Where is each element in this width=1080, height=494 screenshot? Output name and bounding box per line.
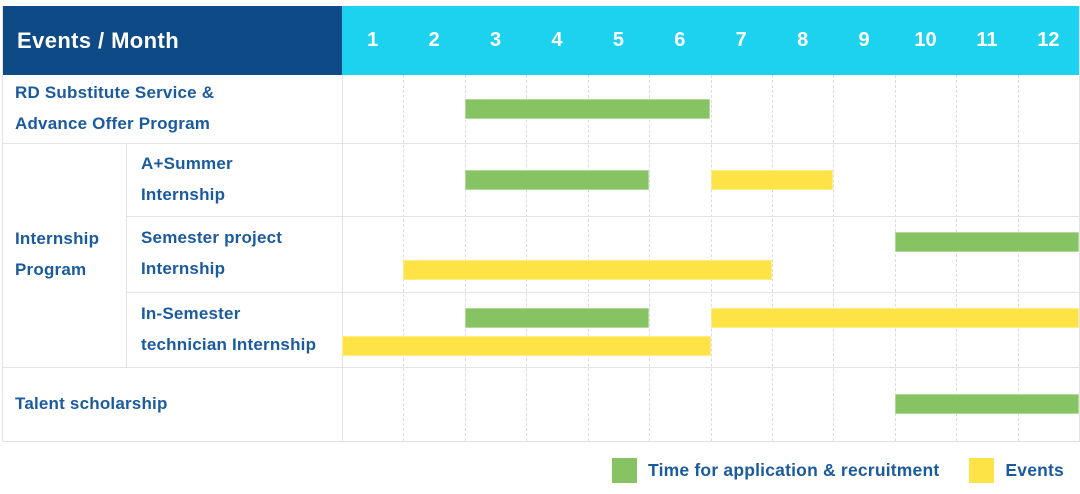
month-gridline — [771, 75, 773, 441]
month-gridline — [526, 75, 528, 441]
month-header-9: 9 — [858, 29, 870, 51]
bar-recruitment — [464, 307, 650, 328]
bar-event — [710, 307, 1079, 328]
month-header-8: 8 — [797, 29, 809, 51]
month-header-1: 1 — [367, 29, 379, 51]
month-gridline — [464, 75, 466, 441]
month-gridline — [1017, 75, 1019, 441]
month-gridline — [956, 75, 958, 441]
legend-label-recruitment: Time for application & recruitment — [648, 459, 940, 480]
bar-event — [403, 260, 772, 280]
bar-recruitment — [464, 99, 711, 119]
row-label: In-Semester technician Internship — [141, 303, 317, 354]
month-header-row: 1 2 3 4 5 6 7 8 9 10 11 12 — [342, 6, 1079, 75]
row-boundary-line — [126, 216, 1079, 217]
month-header-3: 3 — [489, 29, 502, 51]
row-label: Talent scholarship — [15, 393, 168, 413]
bar-event — [710, 169, 834, 190]
row-boundary-line — [3, 367, 1079, 368]
events-swatch-icon — [969, 457, 995, 483]
row-label: RD Substitute Service & Advance Offer Pr… — [15, 83, 215, 133]
legend-item-events: Events — [969, 457, 1064, 483]
row-boundary-line — [126, 292, 1079, 293]
bar-recruitment — [464, 169, 650, 190]
bar-recruitment — [894, 394, 1079, 414]
group-label-internship-program: Internship Program — [15, 229, 100, 279]
row-label: A+Summer Internship — [141, 153, 233, 204]
month-header-5: 5 — [612, 29, 624, 51]
month-gridline — [894, 75, 896, 441]
month-gridline — [403, 75, 405, 441]
label-grid-separator — [342, 75, 343, 441]
group-sublabel-separator — [126, 143, 127, 367]
month-header-2: 2 — [428, 29, 440, 51]
recruitment-swatch-icon — [612, 457, 638, 483]
bar-recruitment — [894, 232, 1079, 252]
month-gridline — [710, 75, 712, 441]
row-boundary-line — [3, 143, 1079, 144]
table-header-title: Events / Month — [3, 6, 342, 75]
legend-label-events: Events — [1005, 459, 1064, 480]
month-header-7: 7 — [735, 29, 747, 51]
legend: Time for application & recruitment Event… — [612, 456, 1064, 484]
month-gridline — [649, 75, 651, 441]
month-header-11: 11 — [976, 29, 998, 51]
legend-item-recruitment: Time for application & recruitment — [612, 457, 940, 483]
month-gridline — [833, 75, 835, 441]
month-gridline — [587, 75, 589, 441]
month-header-6: 6 — [674, 29, 686, 51]
bar-event — [342, 335, 711, 356]
row-label: Semester project Internship — [141, 228, 283, 278]
schedule-table: Events / Month 1 2 3 4 5 6 7 8 9 10 11 12 Internshi… — [2, 6, 1080, 442]
month-header-10: 10 — [914, 29, 937, 51]
month-header-12: 12 — [1037, 29, 1060, 51]
month-header-4: 4 — [551, 29, 563, 51]
